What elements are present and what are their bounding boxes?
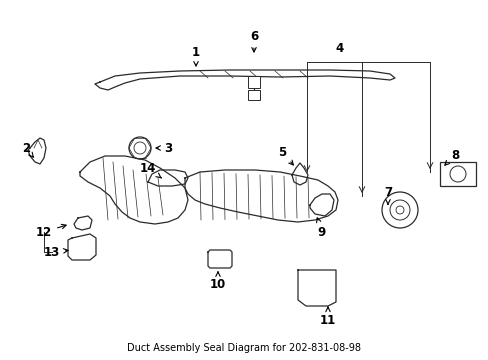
Polygon shape: [291, 163, 307, 185]
Polygon shape: [184, 170, 337, 222]
Polygon shape: [148, 170, 187, 186]
Polygon shape: [309, 194, 333, 216]
Bar: [247, 76, 260, 88]
Text: 11: 11: [319, 307, 335, 327]
Polygon shape: [74, 216, 92, 230]
Text: 9: 9: [316, 218, 325, 239]
Text: 14: 14: [140, 162, 161, 178]
Circle shape: [395, 206, 403, 214]
Bar: [439, 162, 475, 186]
Text: 8: 8: [444, 149, 458, 165]
Text: 5: 5: [277, 145, 293, 165]
Circle shape: [381, 192, 417, 228]
Text: 12: 12: [36, 224, 66, 239]
Text: Duct Assembly Seal Diagram for 202-831-08-98: Duct Assembly Seal Diagram for 202-831-0…: [127, 343, 360, 353]
Text: 13: 13: [44, 246, 68, 258]
Text: 4: 4: [335, 41, 344, 54]
Polygon shape: [68, 234, 96, 260]
Polygon shape: [95, 70, 394, 90]
Bar: [247, 90, 260, 100]
Text: 1: 1: [192, 45, 200, 66]
Text: 7: 7: [383, 185, 391, 204]
Text: 6: 6: [249, 30, 258, 52]
Text: 10: 10: [209, 272, 225, 292]
Polygon shape: [297, 270, 335, 306]
Polygon shape: [28, 138, 46, 164]
Text: 2: 2: [22, 141, 33, 157]
Polygon shape: [80, 156, 187, 224]
Polygon shape: [207, 250, 231, 268]
Text: 3: 3: [156, 141, 172, 154]
Circle shape: [129, 137, 151, 159]
